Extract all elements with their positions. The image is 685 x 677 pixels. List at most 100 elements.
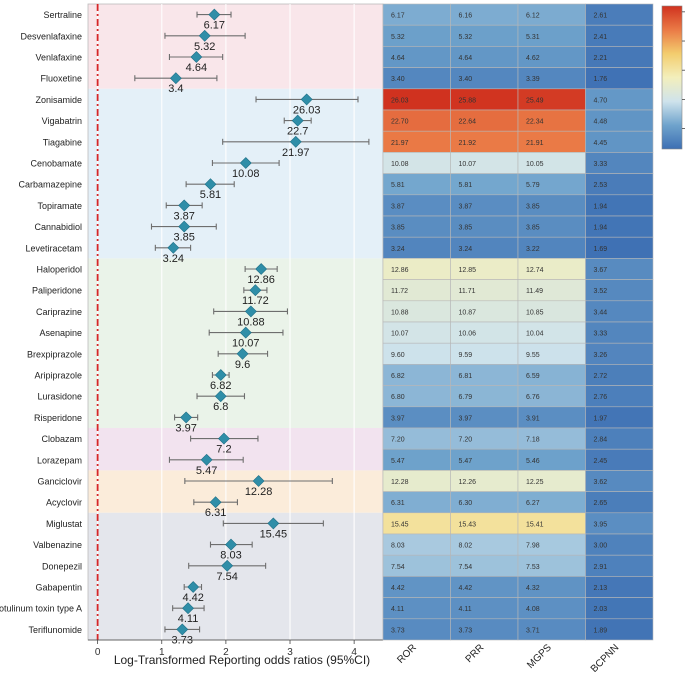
drug-label-17: Aripiprazole bbox=[34, 371, 82, 381]
heat-value-9-bcpnn: 1.94 bbox=[594, 203, 608, 210]
heat-value-17-bcpnn: 2.72 bbox=[594, 373, 608, 380]
value-label-13: 11.72 bbox=[242, 295, 269, 307]
drug-label-13: Paliperidone bbox=[32, 286, 82, 296]
point-estimate-10 bbox=[178, 220, 191, 233]
drug-label-6: Tiagabine bbox=[43, 137, 82, 147]
value-label-2: 4.64 bbox=[186, 62, 207, 74]
value-label-4: 26.03 bbox=[293, 104, 321, 116]
heat-value-14-mgps: 10.85 bbox=[526, 309, 544, 316]
value-label-19: 3.97 bbox=[175, 422, 196, 434]
heat-value-2-ror: 4.64 bbox=[391, 55, 405, 62]
value-label-3: 3.4 bbox=[168, 83, 183, 95]
heatmap: 6.17 6.16 6.12 2.61 5.32 5.32 5.31 2.41 4.64 4.64… bbox=[382, 3, 654, 641]
value-label-28: 4.11 bbox=[178, 613, 199, 625]
value-label-0: 6.17 bbox=[204, 20, 225, 32]
heat-value-4-prr: 25.88 bbox=[459, 97, 477, 104]
heat-value-1-mgps: 5.31 bbox=[526, 34, 540, 41]
heat-value-19-bcpnn: 1.97 bbox=[594, 415, 608, 422]
point-estimate-26 bbox=[221, 559, 234, 572]
point-estimate-8 bbox=[204, 178, 217, 191]
point-estimate-28 bbox=[182, 602, 194, 615]
heat-value-6-mgps: 21.91 bbox=[526, 140, 544, 147]
value-label-1: 5.32 bbox=[194, 41, 215, 53]
drug-label-10: Cannabidiol bbox=[34, 222, 82, 232]
heat-value-18-prr: 6.79 bbox=[459, 394, 473, 401]
group-bands bbox=[87, 3, 384, 641]
point-estimate-2 bbox=[190, 51, 203, 63]
point-estimate-22 bbox=[252, 475, 265, 487]
point-estimate-14 bbox=[244, 305, 257, 318]
colorbar-bar bbox=[661, 5, 683, 150]
heat-value-25-prr: 8.02 bbox=[459, 543, 473, 550]
heat-value-19-ror: 3.97 bbox=[391, 415, 405, 422]
value-label-29: 3.73 bbox=[172, 634, 193, 646]
heat-value-2-bcpnn: 2.21 bbox=[594, 55, 608, 62]
drug-label-7: Cenobamate bbox=[30, 159, 82, 169]
heat-value-24-mgps: 15.41 bbox=[526, 521, 544, 528]
heat-value-0-prr: 6.16 bbox=[459, 13, 473, 20]
heat-value-10-bcpnn: 1.94 bbox=[594, 225, 608, 232]
value-label-6: 21.97 bbox=[282, 147, 310, 159]
heat-value-8-mgps: 5.79 bbox=[526, 182, 540, 189]
value-label-14: 10.88 bbox=[237, 316, 265, 328]
point-estimate-11 bbox=[167, 241, 180, 254]
group-band-0 bbox=[88, 4, 383, 89]
point-estimate-29 bbox=[176, 623, 189, 636]
heat-value-15-ror: 10.07 bbox=[391, 331, 409, 338]
heat-value-18-mgps: 6.76 bbox=[526, 394, 540, 401]
drug-label-12: Haloperidol bbox=[36, 265, 82, 275]
heat-value-23-ror: 6.31 bbox=[391, 500, 405, 507]
drug-label-24: Miglustat bbox=[46, 519, 83, 529]
drug-label-14: Cariprazine bbox=[36, 307, 82, 317]
value-label-17: 6.82 bbox=[210, 380, 231, 392]
heat-value-11-ror: 3.24 bbox=[391, 246, 405, 253]
heat-value-29-prr: 3.73 bbox=[459, 627, 473, 634]
point-estimate-23 bbox=[209, 496, 222, 509]
heat-value-27-prr: 4.42 bbox=[459, 585, 473, 592]
heat-value-21-ror: 5.47 bbox=[391, 458, 405, 465]
heat-value-5-ror: 22.70 bbox=[391, 119, 409, 126]
heat-value-0-bcpnn: 2.61 bbox=[594, 13, 608, 20]
heat-value-5-prr: 22.64 bbox=[459, 119, 477, 126]
point-estimate-21 bbox=[200, 453, 213, 466]
heat-value-16-bcpnn: 3.26 bbox=[594, 352, 608, 359]
heat-value-16-mgps: 9.55 bbox=[526, 352, 540, 359]
heat-value-8-bcpnn: 2.53 bbox=[594, 182, 608, 189]
point-estimate-19 bbox=[180, 411, 193, 424]
point-estimate-27 bbox=[187, 581, 200, 593]
value-label-26: 7.54 bbox=[216, 571, 237, 583]
heat-value-20-ror: 7.20 bbox=[391, 437, 405, 444]
heat-value-11-mgps: 3.22 bbox=[526, 246, 540, 253]
value-label-16: 9.6 bbox=[235, 359, 250, 371]
heat-value-6-ror: 21.97 bbox=[391, 140, 409, 147]
drug-label-2: Venlafaxine bbox=[35, 53, 82, 63]
heat-value-18-ror: 6.80 bbox=[391, 394, 405, 401]
column-label-ror: ROR bbox=[395, 642, 419, 666]
heat-value-28-prr: 4.11 bbox=[459, 606, 472, 613]
heat-value-1-prr: 5.32 bbox=[459, 34, 473, 41]
point-estimate-7 bbox=[239, 157, 252, 169]
heat-value-21-prr: 5.47 bbox=[459, 458, 473, 465]
point-estimate-3 bbox=[169, 72, 182, 85]
point-estimate-15 bbox=[239, 326, 252, 339]
heat-value-7-prr: 10.07 bbox=[459, 161, 477, 168]
heat-value-20-mgps: 7.18 bbox=[526, 437, 540, 444]
heat-value-3-bcpnn: 1.76 bbox=[594, 76, 608, 83]
point-estimate-0 bbox=[208, 8, 221, 21]
point-estimates bbox=[167, 8, 313, 636]
heat-value-9-ror: 3.87 bbox=[391, 203, 405, 210]
value-label-24: 15.45 bbox=[260, 528, 288, 540]
heat-value-12-ror: 12.86 bbox=[391, 267, 409, 274]
value-label-5: 22.7 bbox=[287, 126, 308, 138]
value-label-8: 5.81 bbox=[200, 189, 221, 201]
point-estimate-13 bbox=[249, 284, 262, 297]
heat-value-10-mgps: 3.85 bbox=[526, 225, 540, 232]
heat-value-5-bcpnn: 4.48 bbox=[594, 119, 608, 126]
heat-value-4-mgps: 25.49 bbox=[526, 97, 544, 104]
heat-value-0-ror: 6.17 bbox=[391, 13, 405, 20]
point-estimate-12 bbox=[255, 263, 268, 275]
point-estimate-24 bbox=[267, 517, 280, 530]
heat-value-17-prr: 6.81 bbox=[459, 373, 473, 380]
